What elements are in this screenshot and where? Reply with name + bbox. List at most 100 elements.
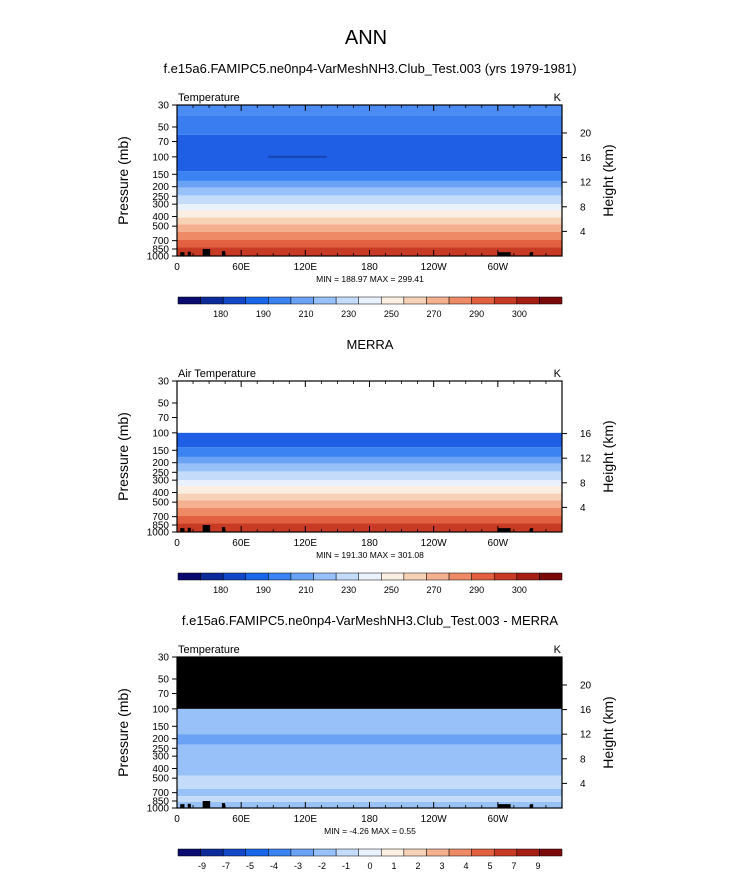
topography-mark	[202, 525, 211, 532]
y-tick-label: 1000	[147, 252, 170, 263]
colorbar-box	[335, 296, 359, 305]
colorbar-box	[200, 848, 224, 857]
height-tick-label: 8	[580, 478, 586, 489]
y-tick-label: 850	[152, 521, 169, 532]
y2-axis-label: Height (km)	[600, 696, 616, 768]
colorbar-box	[516, 848, 540, 857]
contour-band-5	[177, 788, 562, 797]
colorbar-box	[245, 572, 269, 581]
x-tick-label: 120W	[421, 538, 448, 549]
y-tick-label: 300	[152, 476, 169, 487]
colorbar-box	[539, 572, 563, 581]
y-axis-label: Pressure (mb)	[115, 412, 131, 501]
y-tick-label: 70	[158, 413, 170, 424]
y-tick-label: 400	[152, 488, 169, 499]
panel-3-heading: f.e15a6.FAMIPC5.ne0np4-VarMeshNH3.Club_T…	[182, 613, 559, 628]
y-tick-label: 250	[152, 744, 169, 755]
colorbar-label: 230	[341, 585, 356, 595]
contour-band-9	[177, 210, 562, 218]
colorbar-box	[268, 296, 292, 305]
topography-mark	[497, 528, 511, 532]
colorbar-label: 2	[415, 861, 420, 871]
y-tick-label: 200	[152, 458, 169, 469]
topography-mark	[497, 252, 511, 256]
y-tick-label: 100	[152, 704, 169, 715]
y-tick-label: 200	[152, 734, 169, 745]
x-tick-label: 120W	[421, 262, 448, 273]
colorbar-label: -3	[294, 861, 302, 871]
panel-1-plot: 0 60E 120E 180 120W 60W3050701001502002503004…	[115, 92, 616, 319]
y-tick-label: 70	[158, 137, 170, 148]
contour-band-7	[177, 195, 562, 205]
contour-band-1	[177, 708, 562, 735]
x-tick-label: 60W	[488, 262, 509, 273]
colorbar-box	[426, 848, 450, 857]
colorbar-box	[358, 572, 382, 581]
y-tick-label: 1000	[147, 804, 170, 815]
topography-mark	[497, 804, 511, 808]
x-tick-label: 60E	[232, 814, 250, 825]
y-tick-label: 500	[152, 774, 169, 785]
colorbar-box	[358, 296, 382, 305]
colorbar-label: 1	[391, 861, 396, 871]
topography-mark	[221, 251, 226, 256]
colorbar-box	[313, 296, 337, 305]
colorbar-label: 300	[512, 309, 527, 319]
colorbar-box	[222, 296, 247, 305]
colorbar-label: 210	[298, 309, 313, 319]
colorbar-box	[471, 572, 495, 581]
min-max-label: MIN = -4.26 MAX = 0.55	[324, 826, 416, 836]
topography-mark	[180, 804, 185, 808]
colorbar-box	[358, 848, 382, 857]
min-max-label: MIN = 188.97 MAX = 299.41	[316, 274, 424, 284]
y-tick-label: 1000	[147, 528, 170, 539]
y-axis-label: Pressure (mb)	[115, 136, 131, 225]
variable-label: Temperature	[178, 92, 240, 104]
colorbar-box	[313, 572, 337, 581]
y-axis-label: Pressure (mb)	[115, 688, 131, 777]
contour-band-11	[177, 224, 562, 232]
contour-band-2	[177, 734, 562, 745]
variable-label: Temperature	[178, 644, 240, 656]
contour-band-8	[177, 493, 562, 501]
colorbar-label: 4	[463, 861, 468, 871]
colorbar-box	[381, 572, 405, 581]
contour-band-4	[177, 775, 562, 789]
topography-mark	[529, 252, 534, 256]
y-tick-label: 50	[158, 398, 170, 409]
panel-3-plot: 0 60E 120E 180 120W 60W3050701001502002503004…	[115, 644, 616, 871]
y-tick-label: 150	[152, 446, 169, 457]
x-tick-label: 60W	[488, 538, 509, 549]
colorbar-label: 180	[213, 309, 228, 319]
x-tick-label: 180	[361, 262, 378, 273]
variable-label: Air Temperature	[178, 368, 256, 380]
y-tick-label: 100	[152, 428, 169, 439]
height-tick-label: 4	[580, 779, 586, 790]
contour-band-5	[177, 471, 562, 481]
colorbar-box	[245, 296, 269, 305]
colorbar-label: 9	[535, 861, 540, 871]
contour-band-6	[177, 796, 562, 803]
x-tick-label: 60E	[232, 262, 250, 273]
panel-1-heading: f.e15a6.FAMIPC5.ne0np4-VarMeshNH3.Club_T…	[163, 61, 576, 76]
y-tick-label: 50	[158, 674, 170, 685]
y-tick-label: 30	[158, 101, 170, 112]
topography-mark	[187, 803, 191, 808]
contour-band-13	[177, 240, 562, 248]
topography-mark	[187, 251, 191, 256]
contour-band-6	[177, 187, 562, 196]
y-tick-label: 200	[152, 182, 169, 193]
colorbar-box	[245, 848, 269, 857]
height-tick-label: 8	[580, 202, 586, 213]
colorbar-box	[177, 296, 201, 305]
colorbar-box	[335, 848, 359, 857]
height-tick-label: 12	[580, 178, 592, 189]
contour-band-1	[177, 432, 562, 448]
colorbar-box	[200, 572, 224, 581]
colorbar-label: -1	[342, 861, 350, 871]
units-label: K	[554, 92, 562, 104]
colorbar-label: -5	[246, 861, 254, 871]
x-tick-label: 180	[361, 538, 378, 549]
x-tick-label: 0	[174, 538, 180, 549]
colorbar-box	[403, 572, 427, 581]
